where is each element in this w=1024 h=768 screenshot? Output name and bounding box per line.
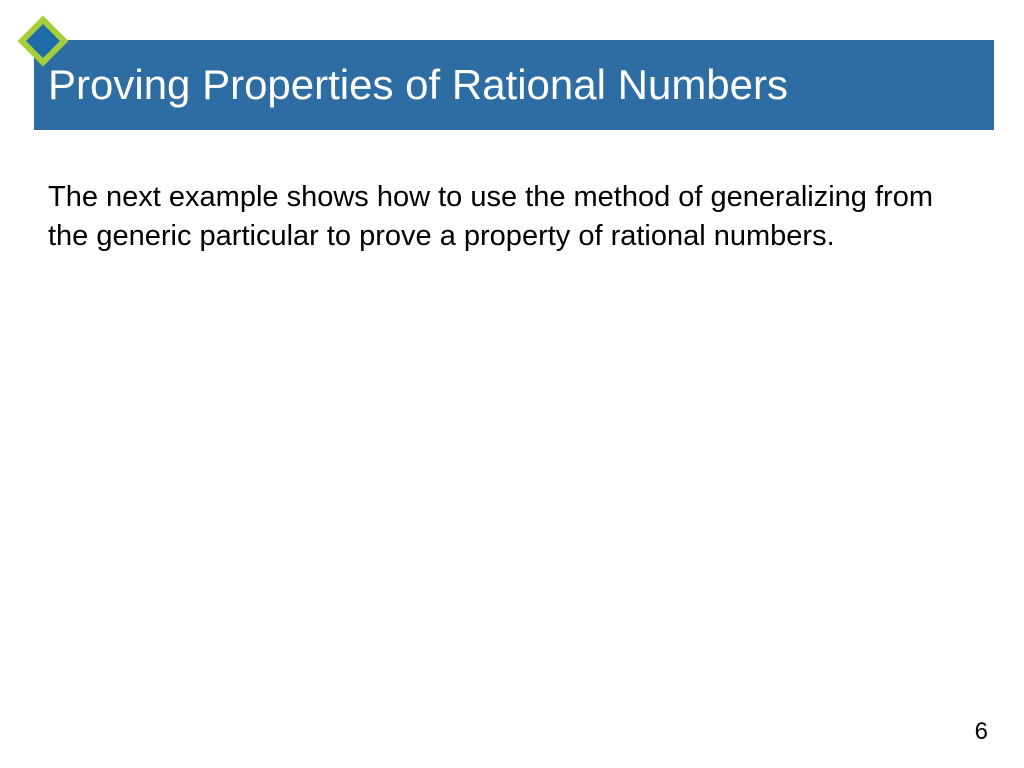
slide-title-bar: Proving Properties of Rational Numbers — [34, 40, 994, 130]
diamond-bullet-icon — [10, 8, 76, 74]
slide-body-text: The next example shows how to use the me… — [48, 178, 964, 256]
slide-title: Proving Properties of Rational Numbers — [48, 61, 788, 109]
page-number: 6 — [975, 718, 988, 746]
